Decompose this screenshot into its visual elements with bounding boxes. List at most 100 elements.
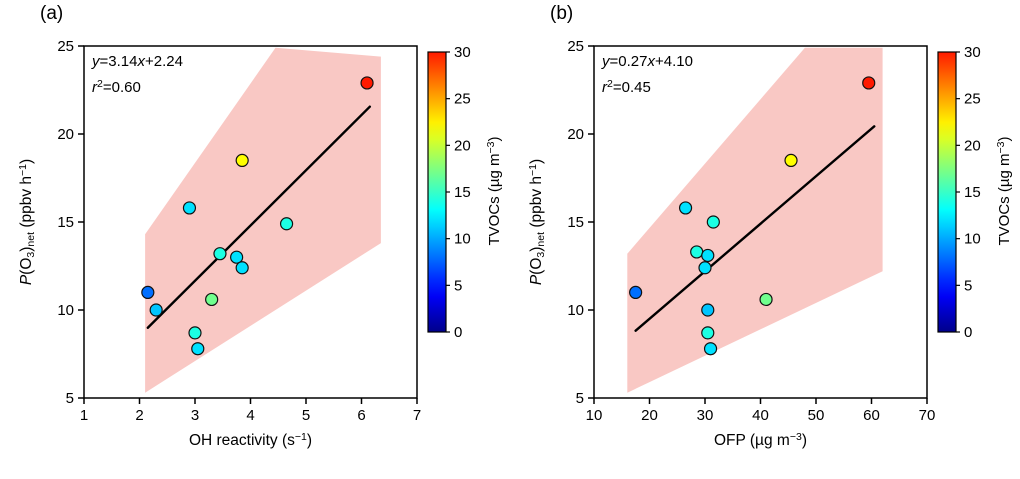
x-tick-label: 1 — [80, 407, 88, 424]
label-part: =0.45 — [612, 79, 651, 96]
label-part: (ppbv h — [18, 175, 35, 232]
label-part: −3 — [995, 141, 1007, 154]
label-part: ) — [18, 246, 35, 252]
colorbar-tick-label: 15 — [454, 184, 471, 201]
label-part: −1 — [527, 163, 539, 176]
x-axis-title-b: OFP (µg m−3) — [594, 431, 927, 450]
scatter-point — [230, 250, 244, 264]
label-part: −1 — [17, 163, 29, 176]
x-tick-label: 3 — [191, 407, 199, 424]
y-tick-label: 15 — [567, 214, 584, 231]
scatter-point — [701, 303, 715, 317]
fit-line — [634, 125, 876, 332]
label-part: P — [528, 274, 545, 286]
fit-equation-a: y=3.14x+2.24 — [92, 51, 183, 73]
label-part: (O — [18, 257, 35, 275]
x-tick-label: 40 — [752, 407, 769, 424]
label-part: =3.14 — [99, 53, 138, 70]
scatter-point — [678, 201, 693, 215]
x-tick-label: 70 — [919, 407, 936, 424]
scatter-point — [279, 217, 294, 231]
label-part: y — [602, 53, 610, 70]
colorbar-ticks: 0 5 10 15 20 25 30 — [956, 44, 981, 341]
x-tick-label: 5 — [302, 407, 310, 424]
scatter-point — [706, 215, 720, 229]
y-tick-label: 25 — [567, 38, 584, 55]
panel-label-b: (b) — [550, 3, 574, 24]
y-tick-label: 20 — [57, 126, 74, 143]
label-part: r — [602, 79, 607, 96]
colorbar-tick-label: 30 — [454, 44, 471, 61]
label-part: −3 — [789, 431, 802, 443]
x-tick-label: 20 — [641, 407, 658, 424]
x-tick-label: 7 — [413, 407, 421, 424]
label-part: =0.27 — [609, 53, 648, 70]
colorbar — [427, 51, 447, 333]
colorbar-tick-label: 10 — [964, 231, 981, 248]
label-part: x — [647, 53, 655, 70]
label-part: 2 — [97, 78, 103, 90]
x-tick-label: 60 — [863, 407, 880, 424]
label-part: ) — [528, 158, 545, 164]
y-tick-label: 10 — [567, 302, 584, 319]
scatter-point — [690, 245, 704, 259]
colorbar-tick-label: 15 — [964, 184, 981, 201]
label-part: (ppbv h — [528, 175, 545, 232]
colorbar-title-a: TVOCs (µg m−3) — [485, 137, 503, 246]
panel-b: 10 20 30 40 50 60 70 5 10 15 20 25 0 5 10 15 20 25 30 (b) … — [510, 0, 1020, 479]
label-part: net — [535, 231, 547, 247]
scatter-point — [360, 76, 374, 90]
fit-r2-a: r2=0.60 — [92, 73, 183, 99]
label-part: OH reactivity (s — [188, 432, 295, 449]
scatter-point — [703, 342, 718, 356]
label-part: 3 — [535, 251, 547, 258]
colorbar-tick-label: 5 — [454, 277, 462, 294]
label-part: 3 — [25, 251, 37, 258]
label-part: ) — [801, 432, 807, 449]
fit-line — [146, 105, 372, 329]
scatter-point — [149, 303, 163, 317]
fit-annotation-b: y=0.27x+4.10 r2=0.45 — [602, 51, 693, 99]
colorbar-tick-label: 25 — [964, 91, 981, 108]
y-axis-title-b: P(O3)net (ppbv h−1) — [527, 159, 547, 285]
x-tick-label: 30 — [697, 407, 714, 424]
y-tick-label: 15 — [57, 214, 74, 231]
scatter-point — [205, 292, 219, 307]
label-part: net — [25, 231, 37, 247]
colorbar-title-b: TVOCs (µg m−3) — [995, 137, 1013, 246]
label-part: ) — [486, 136, 503, 142]
colorbar-tick-label: 0 — [454, 324, 462, 341]
label-part: 2 — [607, 78, 613, 90]
label-part: =0.60 — [102, 79, 141, 96]
y-tick-label: 5 — [576, 390, 584, 407]
y-tick-label: 20 — [567, 126, 584, 143]
scatter-point — [698, 261, 712, 275]
scatter-point — [759, 292, 773, 307]
colorbar-tick-label: 5 — [964, 277, 972, 294]
scatter-points — [141, 76, 374, 356]
colorbar-tick-label: 30 — [964, 44, 981, 61]
x-tick-label: 2 — [135, 407, 143, 424]
label-part: TVOCs (µg m — [486, 153, 503, 246]
panel-label-a: (a) — [40, 3, 64, 24]
scatter-point — [188, 326, 202, 340]
scatter-point — [701, 248, 715, 263]
y-tick-label: 5 — [66, 390, 74, 407]
confidence-band — [145, 47, 381, 393]
label-part: y — [92, 53, 100, 70]
label-part: P — [18, 274, 35, 286]
x-tick-label: 50 — [808, 407, 825, 424]
panel-a: 1 2 3 4 5 6 7 5 10 15 20 25 0 5 10 15 20 25 30 (a) y=3.14x… — [17, 3, 503, 449]
label-part: ) — [306, 432, 313, 449]
x-tick-label: 4 — [246, 407, 254, 424]
label-part: −1 — [294, 431, 307, 443]
label-part: TVOCs (µg m — [996, 153, 1013, 246]
label-part: −3 — [485, 141, 497, 154]
scatter-point — [629, 285, 643, 299]
label-part: x — [137, 53, 145, 70]
x-tick-label: 6 — [357, 407, 365, 424]
scatter-point — [235, 153, 249, 167]
